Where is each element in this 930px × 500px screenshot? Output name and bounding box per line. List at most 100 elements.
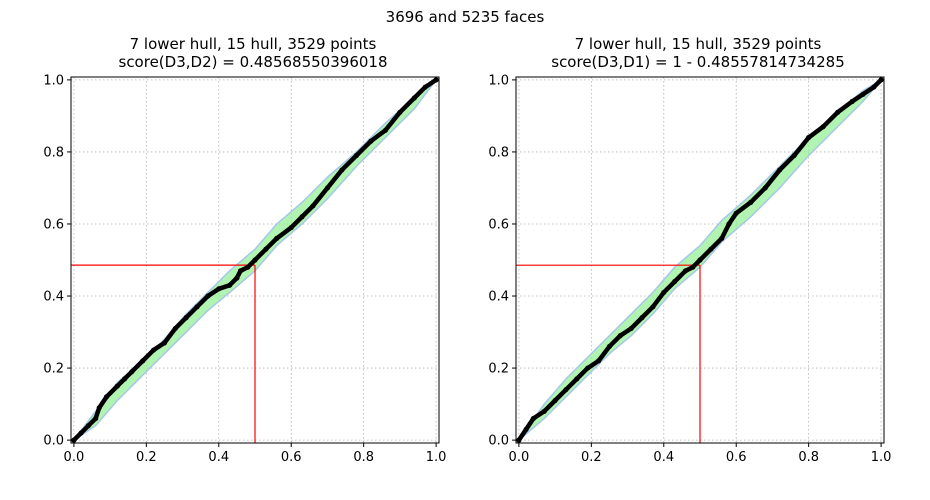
x-tick-label: 0.8 — [353, 450, 374, 465]
data-point — [697, 257, 703, 263]
x-tick-label: 0.6 — [726, 450, 747, 465]
data-point — [411, 95, 417, 101]
data-point — [791, 152, 797, 159]
data-point — [245, 264, 251, 270]
chart-subtitle: score(D3,D1) = 1 - 0.48557814734285 — [551, 53, 844, 71]
y-tick-label: 0.6 — [43, 217, 64, 232]
data-point — [433, 77, 439, 83]
y-tick-label: 0.4 — [43, 290, 64, 305]
x-tick-label: 0.0 — [64, 450, 85, 465]
data-point — [368, 138, 374, 144]
y-tick-label: 0.0 — [488, 434, 509, 449]
data-point — [726, 221, 732, 227]
data-point — [324, 185, 331, 191]
data-point — [205, 293, 211, 299]
chart-panel-right: 7 lower hull, 15 hull, 3529 points score… — [488, 35, 891, 465]
figure-suptitle: 3696 and 5235 faces — [386, 8, 545, 26]
data-point — [661, 289, 667, 296]
data-point — [194, 304, 200, 310]
x-tick-label: 0.6 — [281, 450, 302, 465]
x-tick-label: 0.0 — [509, 450, 530, 465]
data-point — [103, 394, 110, 400]
data-point — [777, 167, 783, 173]
chart-title: 7 lower hull, 15 hull, 3529 points — [575, 35, 822, 53]
y-tick-label: 0.4 — [488, 290, 509, 305]
data-point — [78, 430, 84, 436]
data-point — [650, 304, 656, 310]
x-tick-label: 0.8 — [798, 450, 819, 465]
x-tick-label: 1.0 — [871, 450, 892, 465]
data-point — [871, 84, 877, 90]
data-point — [595, 358, 602, 364]
data-point — [835, 109, 841, 115]
data-point — [140, 358, 146, 364]
data-point — [639, 315, 645, 321]
axes-frame — [515, 76, 885, 444]
data-point — [672, 279, 678, 285]
data-point — [541, 408, 547, 414]
data-point — [150, 347, 157, 353]
y-tick-label: 0.2 — [43, 362, 64, 377]
data-point — [682, 268, 689, 274]
data-point — [85, 423, 91, 429]
axes-frame — [70, 76, 440, 444]
data-point — [237, 268, 244, 274]
data-point — [617, 333, 623, 339]
data-point — [288, 224, 294, 231]
data-point — [183, 315, 189, 321]
data-point — [353, 152, 360, 159]
data-point — [719, 235, 725, 241]
data-point — [574, 376, 580, 382]
data-point — [397, 109, 403, 115]
y-tick-label: 0.8 — [488, 145, 509, 160]
data-point — [516, 437, 522, 443]
data-point — [172, 325, 178, 332]
chart-subtitle: score(D3,D2) = 0.48568550396018 — [119, 53, 388, 71]
data-point — [748, 199, 754, 205]
y-tick-label: 1.0 — [43, 73, 64, 88]
y-tick-label: 0.8 — [43, 145, 64, 160]
data-point — [849, 98, 855, 105]
data-point — [122, 376, 128, 382]
data-point — [93, 415, 99, 422]
lower-hull-line — [518, 79, 882, 441]
data-point — [530, 415, 536, 422]
x-tick-label: 0.4 — [208, 450, 229, 465]
data-point — [234, 275, 240, 281]
data-point — [708, 246, 714, 252]
data-point — [878, 77, 884, 83]
data-point — [606, 343, 613, 350]
data-point — [227, 282, 233, 288]
data-point — [96, 405, 102, 411]
data-point — [806, 134, 812, 141]
y-tick-label: 0.0 — [43, 434, 64, 449]
data-point — [71, 437, 77, 443]
chart-title: 7 lower hull, 15 hull, 3529 points — [130, 35, 377, 53]
data-curve — [516, 77, 884, 443]
data-point — [114, 383, 120, 389]
data-point — [299, 214, 305, 220]
data-point — [129, 369, 135, 375]
data-point — [310, 203, 316, 209]
data-point — [585, 365, 591, 371]
data-point — [563, 387, 569, 393]
y-tick-label: 0.6 — [488, 217, 509, 232]
data-point — [628, 325, 634, 332]
y-tick-label: 0.2 — [488, 362, 509, 377]
x-tick-label: 0.2 — [581, 450, 602, 465]
x-tick-label: 0.2 — [136, 450, 157, 465]
data-point — [762, 185, 768, 191]
data-point — [820, 124, 826, 130]
y-tick-label: 1.0 — [488, 73, 509, 88]
data-point — [733, 210, 739, 216]
data-point — [252, 257, 258, 263]
data-point — [216, 286, 222, 292]
data-point — [690, 264, 696, 270]
data-point — [339, 167, 345, 173]
lower-hull-line — [73, 79, 437, 441]
chart-panel-left: 7 lower hull, 15 hull, 3529 points score… — [43, 35, 446, 465]
data-point — [161, 340, 168, 346]
x-tick-label: 0.4 — [653, 450, 674, 465]
data-point — [422, 84, 428, 90]
